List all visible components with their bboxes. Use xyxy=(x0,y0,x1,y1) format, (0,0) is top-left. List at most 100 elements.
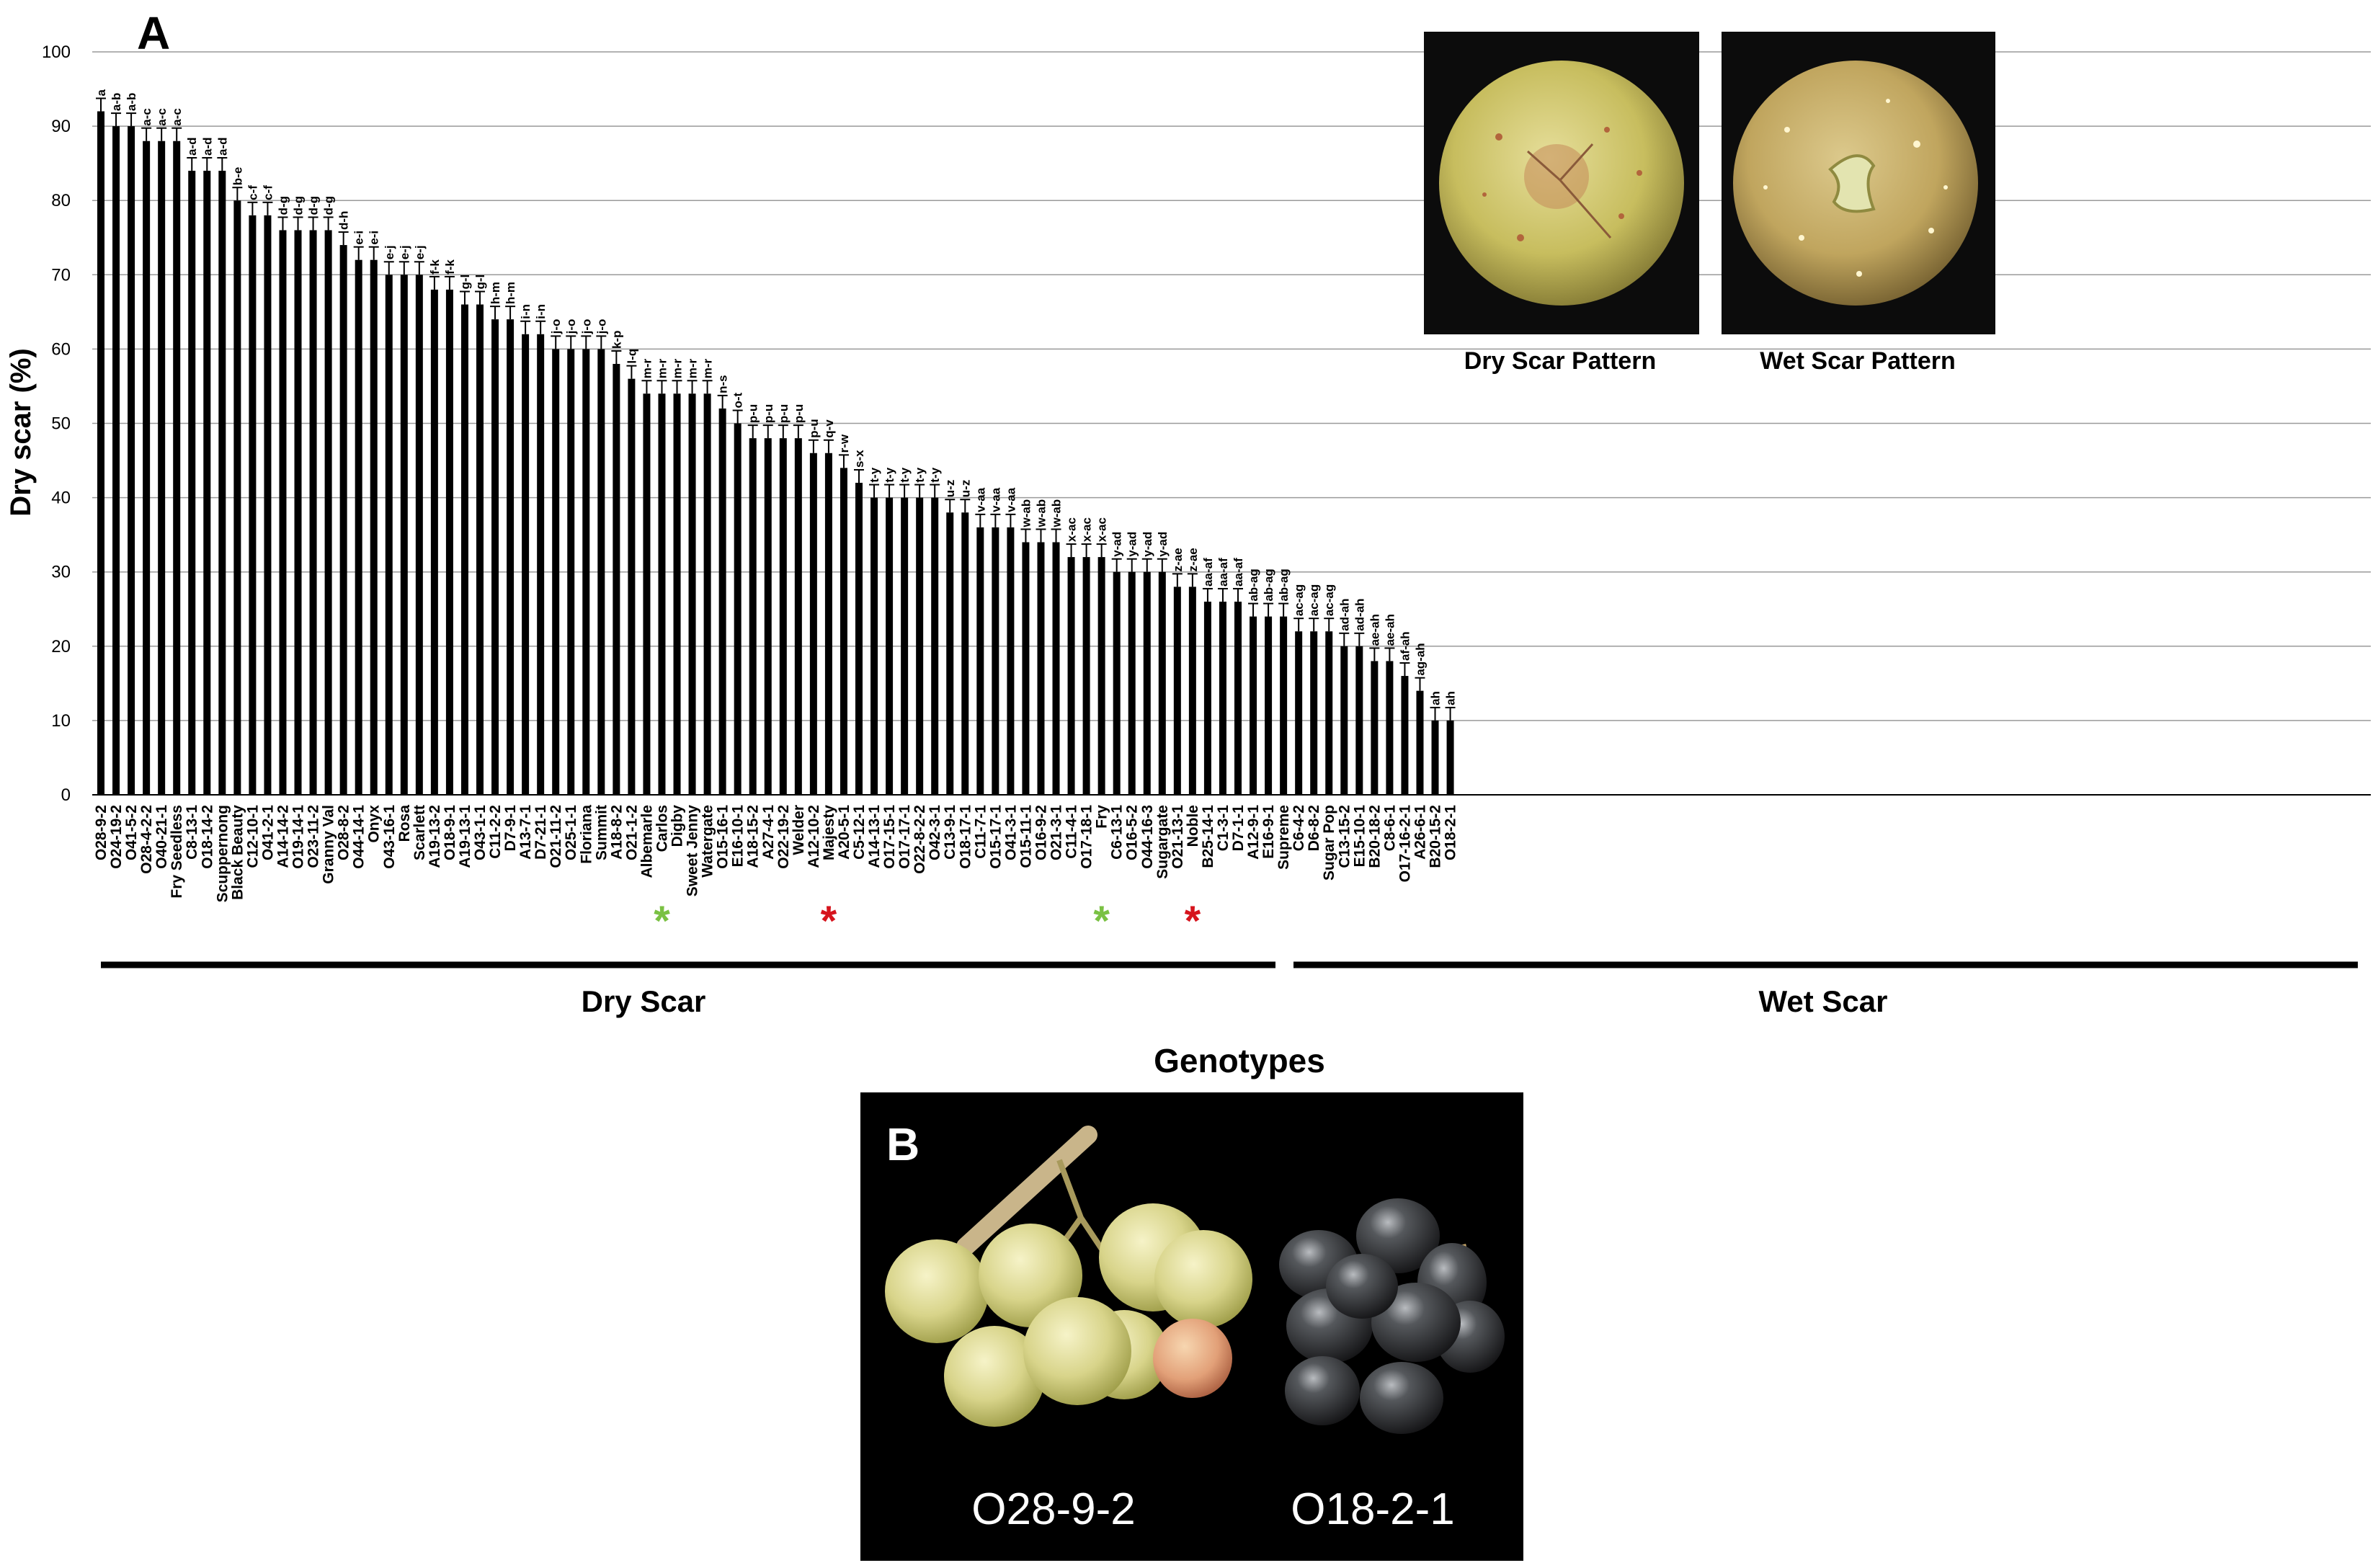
y-tick-label: 70 xyxy=(51,265,71,285)
x-tick-label: Rosa xyxy=(396,805,413,842)
x-tick-label: O17-18-1 xyxy=(1079,805,1095,869)
significance-letter: t-y xyxy=(913,467,927,482)
bar xyxy=(309,230,317,795)
bar xyxy=(1173,587,1181,795)
significance-letter: v-aa xyxy=(989,487,1002,512)
x-tick-label: E15-10-1 xyxy=(1351,805,1368,868)
bar xyxy=(1325,631,1333,795)
significance-letter: a-b xyxy=(110,93,123,112)
bar xyxy=(809,453,817,795)
bar xyxy=(1265,616,1273,795)
significance-letter: j-o xyxy=(564,319,578,335)
x-tick-label: B25-14-1 xyxy=(1200,805,1216,868)
bar xyxy=(1386,661,1394,795)
bar xyxy=(370,259,378,795)
bar xyxy=(855,482,863,795)
significance-letter: e-j xyxy=(398,245,411,259)
significance-letter: v-aa xyxy=(974,487,987,512)
significance-letter: ae-ah xyxy=(1368,614,1381,646)
significance-letter: ab-ag xyxy=(1262,569,1275,601)
bar xyxy=(749,438,757,795)
significance-letters: a a-b a-ba-c a-c a-ca-d a-d a-db-ec-f c-fd-g d-g… xyxy=(94,89,1458,705)
bar xyxy=(249,215,257,795)
x-tick-label: C13-9-1 xyxy=(942,805,958,860)
significance-letter: i-n xyxy=(519,304,533,319)
significance-letter: t-y xyxy=(868,467,881,482)
bar xyxy=(1143,571,1151,795)
bar xyxy=(1067,557,1075,795)
x-tick-label: Carlos xyxy=(654,805,670,852)
significance-letter: p-u xyxy=(807,419,821,437)
significance-letter: c-f xyxy=(261,185,275,200)
x-tick-label: Sugar Pop xyxy=(1321,805,1337,881)
bar xyxy=(507,319,515,795)
wet-scar-photo xyxy=(1722,32,1995,334)
bar xyxy=(1446,720,1454,795)
significance-letter: t-y xyxy=(898,467,912,482)
x-tick-label: A13-7-1 xyxy=(517,805,534,860)
x-tick-label: O18-2-1 xyxy=(1443,805,1459,860)
significance-letter: aa-af xyxy=(1201,558,1215,587)
x-tick-label: O18-9-1 xyxy=(442,805,458,860)
significance-letter: m-r xyxy=(655,358,669,378)
y-tick-label: 90 xyxy=(51,117,71,136)
bar xyxy=(355,259,362,795)
x-tick-label: A20-5-1 xyxy=(836,805,852,860)
significance-letter: ad-ah xyxy=(1337,598,1351,631)
bar xyxy=(1128,571,1136,795)
bar xyxy=(916,497,924,795)
bar xyxy=(264,215,272,795)
significance-letter: u-z xyxy=(958,480,972,498)
x-tick-label: O21-3-1 xyxy=(1048,805,1065,860)
significance-letter: p-u xyxy=(747,404,760,423)
significance-letter: p-u xyxy=(777,404,791,423)
significance-letter: w-ab xyxy=(1050,499,1064,528)
significance-letter: g-l xyxy=(473,275,487,290)
x-tick-label: Watergate xyxy=(700,805,716,878)
bar xyxy=(1280,616,1288,795)
bar xyxy=(1097,557,1105,795)
x-tick-label: Sweet Jenny xyxy=(685,805,701,897)
x-tick-label: B20-18-2 xyxy=(1366,805,1383,868)
x-tick-label: O17-17-1 xyxy=(896,805,913,869)
significance-letter: y-ad xyxy=(1110,532,1124,557)
x-tick-label: A12-10-2 xyxy=(806,805,822,868)
significance-letter: z-ae xyxy=(1186,548,1200,571)
bar xyxy=(400,275,408,795)
y-tick-label: 30 xyxy=(51,563,71,582)
x-tick-label: A26-6-1 xyxy=(1412,805,1428,860)
panel-b-photo: B O28-9-2 O18-2-1 xyxy=(860,1092,1523,1561)
wet-scar-caption: Wet Scar Pattern xyxy=(1760,347,1955,375)
significance-letter: a-c xyxy=(170,108,184,126)
significance-letter: ab-ag xyxy=(1277,569,1291,601)
bar xyxy=(992,527,999,795)
bar xyxy=(794,438,802,795)
x-tick-label: A27-4-1 xyxy=(760,805,777,860)
x-axis-tick-labels: O28-9-2O24-19-2O41-5-2O28-4-2-2O40-21-1F… xyxy=(93,805,1459,903)
bar xyxy=(218,170,226,795)
significance-letter: n-s xyxy=(716,375,730,393)
significance-letter: e-i xyxy=(352,231,366,245)
x-tick-label: C11-7-1 xyxy=(972,805,989,859)
cultivar-star-marker: * xyxy=(1093,898,1110,945)
x-tick-label: O17-16-2-1 xyxy=(1397,805,1413,883)
significance-letter: h-m xyxy=(489,282,502,304)
x-tick-label: Summit xyxy=(593,805,610,860)
bar xyxy=(734,423,742,795)
significance-letter: c-f xyxy=(246,185,259,200)
significance-letter: a-d xyxy=(200,137,214,156)
bar xyxy=(294,230,302,795)
x-tick-label: Black Beauty xyxy=(229,805,246,900)
x-tick-label: Majesty xyxy=(821,805,837,860)
bar xyxy=(946,512,954,795)
significance-letter: d-g xyxy=(292,196,306,215)
bar xyxy=(128,126,135,796)
bar xyxy=(1022,542,1030,795)
significance-letter: x-ac xyxy=(1080,517,1094,542)
dry-scar-group-label: Dry Scar xyxy=(582,984,706,1018)
bar xyxy=(445,289,453,795)
significance-letter: y-ad xyxy=(1156,532,1170,557)
significance-letter: m-r xyxy=(686,358,700,378)
x-tick-label: O43-16-1 xyxy=(381,805,398,869)
bar xyxy=(840,468,847,795)
